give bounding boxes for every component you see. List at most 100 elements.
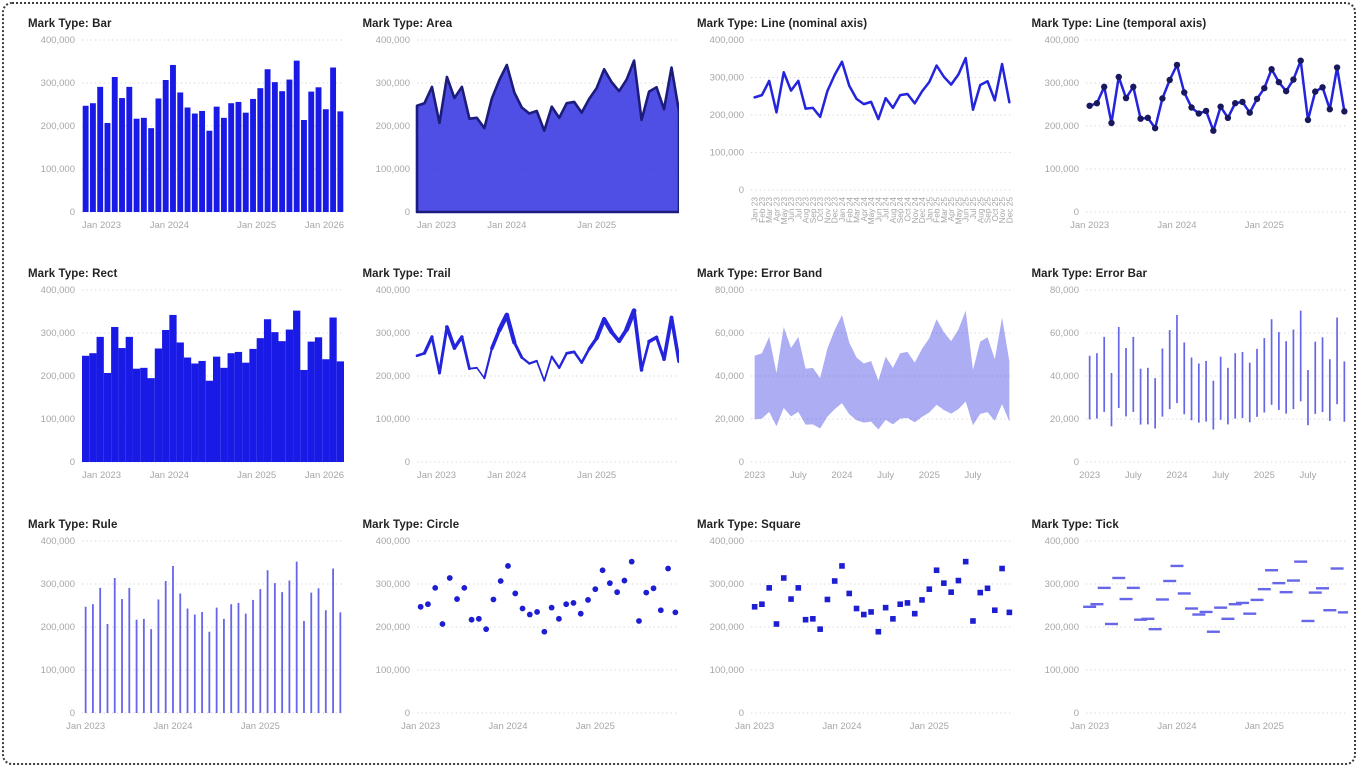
chart-title: Mark Type: Error Band (697, 268, 823, 281)
svg-text:Feb 24: Feb 24 (844, 197, 854, 223)
svg-text:60,000: 60,000 (1049, 328, 1078, 339)
svg-text:July: July (877, 470, 894, 481)
svg-text:Sep 23: Sep 23 (808, 197, 818, 224)
chart-title: Mark Type: Tick (1031, 518, 1119, 531)
svg-text:20,000: 20,000 (1049, 414, 1078, 425)
svg-text:Oct 23: Oct 23 (815, 197, 825, 222)
svg-text:200,000: 200,000 (41, 622, 75, 633)
svg-text:July: July (1212, 470, 1229, 481)
svg-text:2024: 2024 (1166, 470, 1187, 481)
trail-chart[interactable]: 0 100,000 200,000 300,000 400,000 Jan 2023 Jan… (361, 282, 680, 508)
svg-text:0: 0 (739, 708, 744, 719)
svg-text:Nov 23: Nov 23 (822, 197, 832, 224)
svg-text:Jan 2024: Jan 2024 (822, 721, 861, 732)
svg-text:Feb 25: Feb 25 (932, 197, 942, 223)
svg-text:200,000: 200,000 (710, 622, 744, 633)
chart-panel-circle: Mark Type: Circle 0 100,000 200,000 300,000… (345, 509, 680, 759)
svg-text:Jan 2023: Jan 2023 (82, 470, 121, 481)
svg-text:300,000: 300,000 (375, 78, 409, 89)
chart-panel-error-band: Mark Type: Error Band 0 20,000 40,000 60,00… (679, 258, 1014, 508)
square-chart[interactable]: 0 100,000 200,000 300,000 400,000 Jan 2023 Jan… (695, 533, 1014, 759)
svg-text:Dec 23: Dec 23 (830, 197, 840, 224)
svg-text:100,000: 100,000 (375, 665, 409, 676)
chart-panel-error-bar: Mark Type: Error Bar 0 20,000 40,000 60,000… (1014, 258, 1349, 508)
svg-text:2024: 2024 (831, 470, 852, 481)
chart-title: Mark Type: Trail (362, 268, 451, 281)
svg-text:Dec 24: Dec 24 (917, 197, 927, 224)
svg-text:400,000: 400,000 (710, 35, 744, 46)
svg-text:0: 0 (70, 457, 75, 468)
rule-chart[interactable]: 0 100,000 200,000 300,000 400,000 Jan 2023 Jan… (26, 533, 345, 759)
svg-text:0: 0 (1073, 207, 1078, 218)
line-temporal-chart[interactable]: 0 100,000 200,000 300,000 400,000 Jan 2023 Jan… (1030, 32, 1349, 258)
tick-chart[interactable]: 0 100,000 200,000 300,000 400,000 Jan 2023 Jan… (1030, 533, 1349, 759)
svg-text:100,000: 100,000 (1044, 164, 1078, 175)
svg-text:0: 0 (404, 207, 409, 218)
svg-text:Sep 25: Sep 25 (983, 197, 993, 224)
svg-text:Oct 25: Oct 25 (990, 197, 1000, 222)
circle-chart[interactable]: 0 100,000 200,000 300,000 400,000 Jan 2023 Jan… (361, 533, 680, 759)
svg-text:Jan 2025: Jan 2025 (577, 470, 616, 481)
svg-text:Jan 2023: Jan 2023 (66, 721, 105, 732)
svg-text:Jan 2023: Jan 2023 (1070, 220, 1109, 231)
svg-text:400,000: 400,000 (1044, 536, 1078, 547)
svg-text:0: 0 (739, 457, 744, 468)
chart-panel-line-temporal: Mark Type: Line (temporal axis) 0 100,000… (1014, 8, 1349, 258)
svg-text:Oct 24: Oct 24 (902, 197, 912, 222)
svg-text:2025: 2025 (919, 470, 940, 481)
svg-text:Jan 2024: Jan 2024 (1157, 220, 1196, 231)
svg-text:40,000: 40,000 (715, 371, 744, 382)
svg-text:Dec 25: Dec 25 (1004, 197, 1013, 224)
svg-text:Jan 2023: Jan 2023 (735, 721, 774, 732)
svg-text:Jan 2024: Jan 2024 (488, 721, 527, 732)
svg-text:Sep 24: Sep 24 (895, 197, 905, 224)
chart-title: Mark Type: Rule (28, 518, 118, 531)
svg-text:400,000: 400,000 (41, 35, 75, 46)
svg-text:100,000: 100,000 (710, 148, 744, 159)
svg-text:100,000: 100,000 (1044, 665, 1078, 676)
svg-text:100,000: 100,000 (41, 665, 75, 676)
svg-text:Jan 2025: Jan 2025 (910, 721, 949, 732)
svg-text:400,000: 400,000 (710, 536, 744, 547)
svg-text:Mar 24: Mar 24 (852, 197, 862, 223)
svg-text:0: 0 (739, 185, 744, 196)
svg-text:400,000: 400,000 (375, 35, 409, 46)
svg-text:0: 0 (404, 457, 409, 468)
svg-text:Nov 25: Nov 25 (997, 197, 1007, 224)
svg-text:300,000: 300,000 (41, 579, 75, 590)
svg-text:Jun 25: Jun 25 (961, 197, 971, 222)
error-bar-chart[interactable]: 0 20,000 40,000 60,000 80,000 2023 July 2024 Jul… (1030, 282, 1349, 508)
svg-text:200,000: 200,000 (41, 371, 75, 382)
svg-text:200,000: 200,000 (1044, 622, 1078, 633)
bar-chart[interactable]: 0 100,000 200,000 300,000 400,000 Jan 2023 Jan… (26, 32, 345, 258)
rect-chart[interactable]: 0 100,000 200,000 300,000 400,000 Jan 2023 Jan… (26, 282, 345, 508)
svg-text:Jun 23: Jun 23 (786, 197, 796, 222)
svg-text:100,000: 100,000 (375, 164, 409, 175)
svg-text:Jan 2025: Jan 2025 (577, 220, 616, 231)
svg-text:20,000: 20,000 (715, 414, 744, 425)
svg-text:Jan 2025: Jan 2025 (237, 220, 276, 231)
svg-text:Nov 24: Nov 24 (910, 197, 920, 224)
chart-title: Mark Type: Line (temporal axis) (1031, 18, 1207, 30)
svg-text:Jan 2024: Jan 2024 (487, 470, 526, 481)
svg-text:2023: 2023 (744, 470, 765, 481)
chart-title: Mark Type: Rect (28, 268, 118, 281)
small-multiples-grid: Mark Type: Bar 0 100,000 200,000 300,000 400… (10, 8, 1348, 759)
chart-panel-line-nominal: Mark Type: Line (nominal axis) 0 100,000 2… (679, 8, 1014, 258)
chart-title: Mark Type: Bar (28, 18, 112, 30)
chart-panel-rect: Mark Type: Rect 0 100,000 200,000 300,000 40… (10, 258, 345, 508)
svg-text:Jan 2025: Jan 2025 (575, 721, 614, 732)
svg-text:80,000: 80,000 (1049, 285, 1078, 296)
chart-title: Mark Type: Area (362, 18, 453, 30)
svg-text:0: 0 (1073, 457, 1078, 468)
svg-text:100,000: 100,000 (375, 414, 409, 425)
svg-text:Jul 25: Jul 25 (968, 197, 978, 220)
svg-text:40,000: 40,000 (1049, 371, 1078, 382)
svg-text:July: July (790, 470, 807, 481)
error-band-chart[interactable]: 0 20,000 40,000 60,000 80,000 2023 July 2024 Jul… (695, 282, 1014, 508)
svg-text:Jun 24: Jun 24 (873, 197, 883, 222)
svg-text:Jan 2024: Jan 2024 (150, 470, 189, 481)
area-chart[interactable]: 0 100,000 200,000 300,000 400,000 Jan 2023 Jan… (361, 32, 680, 258)
svg-text:300,000: 300,000 (41, 328, 75, 339)
